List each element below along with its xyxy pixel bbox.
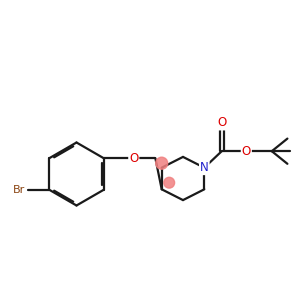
Text: Br: Br bbox=[13, 185, 25, 195]
Circle shape bbox=[164, 177, 175, 188]
Text: N: N bbox=[200, 161, 209, 174]
Text: O: O bbox=[242, 145, 251, 158]
Text: O: O bbox=[129, 152, 138, 165]
Text: O: O bbox=[217, 116, 226, 130]
Circle shape bbox=[156, 157, 168, 169]
